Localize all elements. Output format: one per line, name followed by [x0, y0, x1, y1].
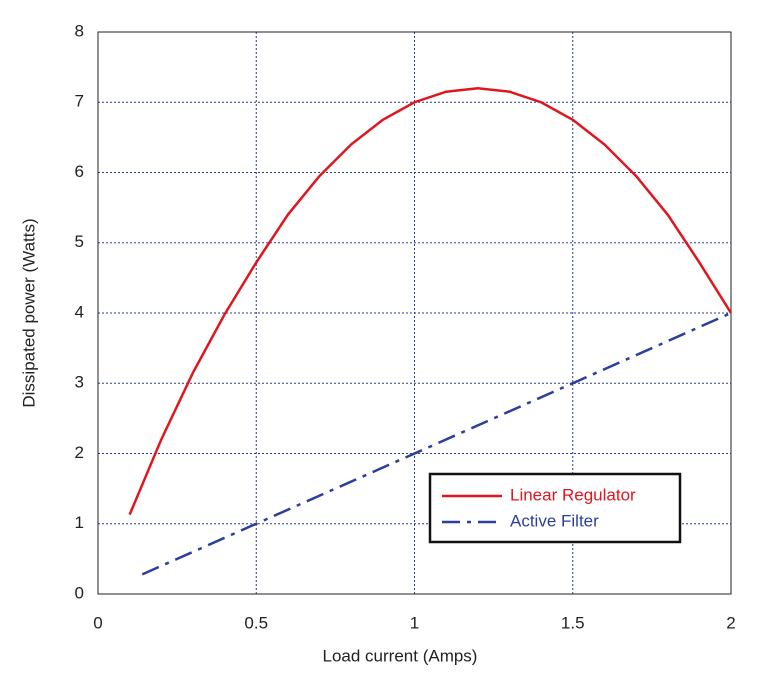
y-tick-label: 4 [75, 302, 84, 321]
y-axis-label: Dissipated power (Watts) [19, 218, 38, 407]
legend-box [428, 472, 682, 544]
x-tick-label: 1 [410, 613, 419, 632]
line-series [128, 86, 733, 516]
y-tick-label: 2 [75, 443, 84, 462]
y-tick-label: 5 [75, 232, 84, 251]
x-tick-label: 0 [93, 613, 102, 632]
y-tick-label: 8 [75, 21, 84, 40]
x-axis-label: Load current (Amps) [323, 646, 478, 665]
y-tick-label: 6 [75, 162, 84, 181]
y-tick-label: 0 [75, 583, 84, 602]
x-tick-label: 2 [726, 613, 735, 632]
legend-label: Active Filter [510, 511, 599, 530]
x-tick-label: 1.5 [561, 613, 585, 632]
y-tick-label: 1 [75, 513, 84, 532]
legend-label: Linear Regulator [510, 485, 636, 504]
x-tick-label: 0.5 [244, 613, 268, 632]
y-tick-label: 7 [75, 92, 84, 111]
y-tick-label: 3 [75, 373, 84, 392]
